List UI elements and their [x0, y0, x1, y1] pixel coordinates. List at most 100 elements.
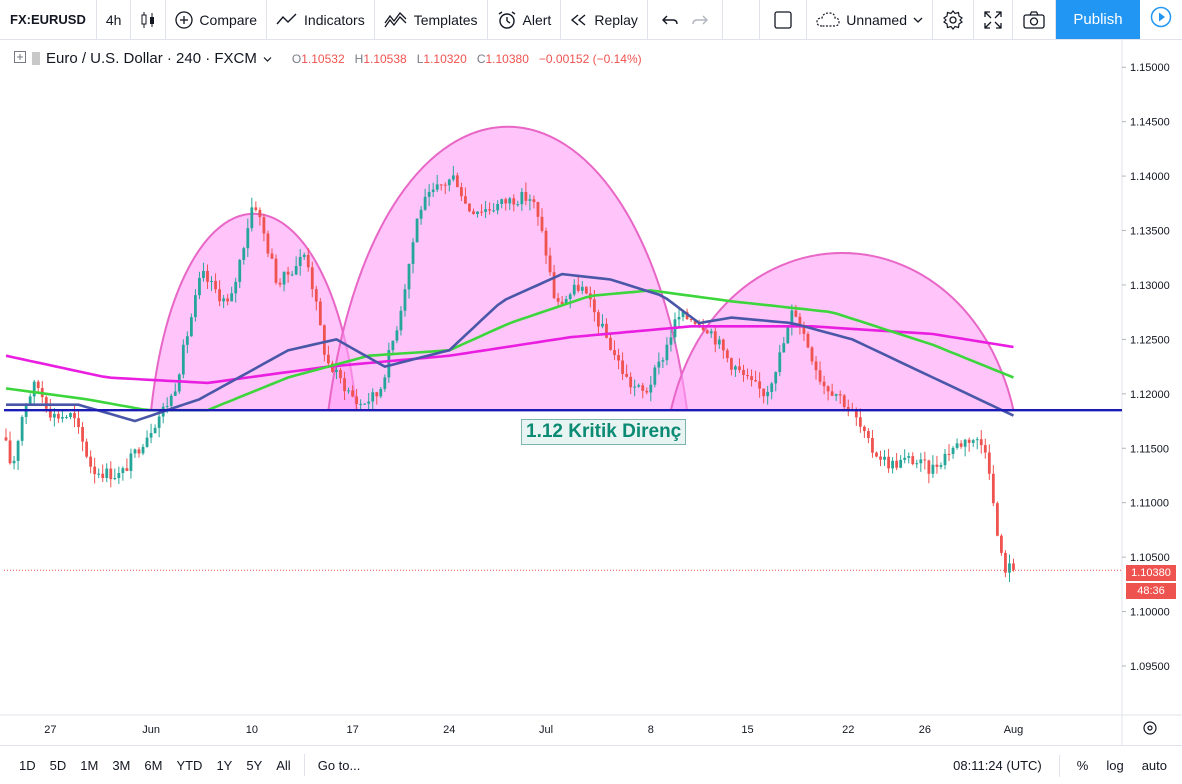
candle-body [867, 431, 870, 438]
candle-body [20, 416, 24, 441]
candle-body [387, 350, 391, 378]
interval-button[interactable]: 4h [97, 0, 132, 40]
candle-body [854, 409, 858, 418]
candle-body [899, 459, 903, 468]
symbol-search-button[interactable]: FX:EURUSD [0, 0, 97, 40]
candle-body [931, 464, 935, 474]
publish-button[interactable]: Publish [1056, 0, 1140, 39]
candle-body [274, 258, 278, 283]
compare-button[interactable]: Compare [166, 0, 268, 40]
candle-body [419, 209, 423, 219]
play-button[interactable] [1140, 0, 1182, 39]
resistance-annotation[interactable]: 1.12 Kritik Direnç [521, 419, 687, 445]
range-3m[interactable]: 3M [112, 757, 131, 773]
range-5y[interactable]: 5Y [246, 757, 263, 773]
chart-legend: Euro / U.S. Dollar · 240 · FXCM O1.10532… [14, 50, 642, 67]
snapshot-button[interactable] [1013, 0, 1056, 40]
undo-icon[interactable] [661, 13, 678, 27]
candle-body [327, 354, 330, 364]
candle-body [975, 439, 979, 441]
candle-body [709, 331, 713, 334]
candle-body [157, 416, 161, 428]
candle-body [770, 383, 774, 392]
candle-body [318, 301, 322, 326]
candle-body [895, 460, 899, 468]
range-all[interactable]: All [276, 757, 291, 773]
candle-body [584, 286, 588, 294]
candle-body [129, 453, 133, 471]
clock-readout[interactable]: 08:11:24 (UTC) [953, 758, 1042, 773]
range-6m[interactable]: 6M [144, 757, 163, 773]
candle-body [214, 280, 217, 290]
legend-open: 1.10532 [301, 51, 345, 66]
candle-body [903, 457, 907, 460]
chart-canvas[interactable]: 1.15000 1.14500 1.14000 1.13500 1.13000 1.125… [0, 40, 1182, 745]
candle-body [181, 344, 185, 375]
candle-body [979, 439, 983, 446]
candle-body [77, 418, 80, 428]
fullscreen-button[interactable] [974, 0, 1013, 40]
candle-body [395, 330, 399, 341]
undo-redo-group [648, 0, 723, 40]
candle-body [65, 417, 68, 419]
candle-body [85, 441, 88, 457]
legend-expand-icon[interactable] [14, 50, 26, 67]
candle-body [335, 369, 338, 372]
candle-body [472, 211, 475, 215]
templates-label: Templates [413, 11, 478, 28]
square-icon [774, 10, 792, 29]
divider [1058, 754, 1060, 777]
range-1m[interactable]: 1M [80, 757, 99, 773]
candle-body [52, 413, 56, 418]
range-1d[interactable]: 1D [19, 757, 36, 773]
chart-area[interactable]: 1.15000 1.14500 1.14000 1.13500 1.13000 1.125… [0, 40, 1182, 745]
goto-button[interactable]: Go to... [317, 757, 361, 773]
candle-body [28, 396, 32, 404]
layout-name-label: Unnamed [846, 11, 907, 28]
layout-name-button[interactable]: Unnamed [807, 0, 933, 40]
candle-body [137, 449, 141, 454]
candle-body [536, 202, 540, 217]
candle-body [971, 440, 975, 443]
redo-icon[interactable] [692, 13, 708, 27]
ma-navy-line [6, 272, 1015, 423]
candle-body [657, 361, 661, 368]
candle-body [871, 437, 874, 453]
play-circle-icon [1150, 6, 1172, 33]
chart-type-button[interactable] [131, 0, 167, 40]
range-ytd[interactable]: YTD [176, 757, 203, 773]
alert-button[interactable]: Alert [488, 0, 562, 40]
candle-body [572, 284, 576, 295]
auto-toggle[interactable]: auto [1141, 758, 1167, 773]
candle-body [226, 298, 230, 302]
candle-body [1004, 552, 1007, 573]
fullscreen-layout-button[interactable] [759, 0, 808, 40]
candle-body [641, 385, 645, 391]
gear-hub [1147, 725, 1153, 731]
legend-symbol-title[interactable]: Euro / U.S. Dollar · 240 · FXCM [46, 50, 257, 67]
indicators-button[interactable]: Indicators [267, 0, 375, 40]
candle-body [351, 390, 354, 397]
candle-body [516, 204, 520, 206]
range-5d[interactable]: 5D [49, 757, 67, 773]
log-toggle[interactable]: log [1106, 758, 1124, 773]
legend-chevron-down-icon[interactable] [263, 50, 272, 67]
settings-button[interactable] [933, 0, 974, 40]
cloud-icon [816, 11, 840, 28]
candle-body [411, 242, 415, 264]
candle-body [782, 343, 786, 353]
axis-settings-gear-icon[interactable] [1143, 721, 1157, 735]
percent-toggle[interactable]: % [1076, 758, 1089, 773]
replay-button[interactable]: Replay [561, 0, 648, 40]
candle-body [605, 323, 608, 338]
candle-body [298, 256, 302, 267]
candle-body [810, 347, 814, 362]
candle-body [887, 456, 890, 469]
candle-body [117, 473, 121, 479]
candle-body [455, 175, 459, 188]
range-1y[interactable]: 1Y [216, 757, 233, 773]
time-tick-label: 24 [443, 724, 455, 736]
candle-body [750, 376, 753, 381]
interval-label: 4h [105, 11, 122, 28]
templates-button[interactable]: Templates [375, 0, 488, 40]
